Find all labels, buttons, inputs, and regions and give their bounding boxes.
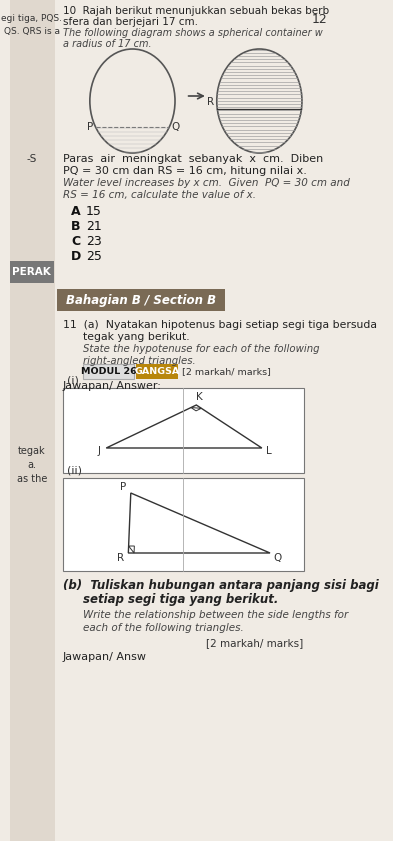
Text: a radius of 17 cm.: a radius of 17 cm. [63,39,151,49]
Text: tegak: tegak [18,446,46,456]
Text: State the hypotenuse for each of the following: State the hypotenuse for each of the fol… [83,344,320,354]
Text: as the: as the [17,474,47,484]
Text: egi tiga, PQS.: egi tiga, PQS. [1,13,62,23]
Bar [57,289,225,311]
Bar [9,261,54,283]
Text: 11  (a)  Nyatakan hipotenus bagi setiap segi tiga bersuda: 11 (a) Nyatakan hipotenus bagi setiap se… [63,320,377,330]
Text: Q: Q [273,553,281,563]
Bar [63,388,305,473]
Text: RS = 16 cm, calculate the value of x.: RS = 16 cm, calculate the value of x. [63,190,256,200]
Text: L: L [266,446,272,456]
Text: MODUL 26: MODUL 26 [81,367,136,376]
Text: (ii): (ii) [67,465,82,475]
Text: 23: 23 [86,235,101,247]
Text: R: R [207,97,214,107]
Text: (i): (i) [67,375,79,385]
Text: Jawapan/ Answer:: Jawapan/ Answer: [63,381,162,391]
Text: QS. QRS is a: QS. QRS is a [4,27,60,35]
Text: C: C [71,235,80,247]
Text: right-angled triangles.: right-angled triangles. [83,356,196,366]
Text: (b)  Tuliskan hubungan antara panjang sisi bagi: (b) Tuliskan hubungan antara panjang sis… [63,579,378,593]
Text: each of the following triangles.: each of the following triangles. [83,623,244,633]
Text: setiap segi tiga yang berikut.: setiap segi tiga yang berikut. [83,594,279,606]
Text: P: P [87,122,93,132]
Text: 25: 25 [86,250,102,262]
Bar [9,0,55,841]
Text: The following diagram shows a spherical container w: The following diagram shows a spherical … [63,28,323,38]
Text: Paras  air  meningkat  sebanyak  x  cm.  Diben: Paras air meningkat sebanyak x cm. Diben [63,154,323,164]
Text: 21: 21 [86,220,101,232]
Text: GANGSA: GANGSA [134,367,180,376]
Text: P: P [120,482,127,492]
Bar [63,478,305,571]
Bar [136,364,178,379]
Text: R: R [117,553,124,563]
Text: Q: Q [171,122,179,132]
Text: Jawapan/ Answ: Jawapan/ Answ [63,652,147,662]
Text: tegak yang berikut.: tegak yang berikut. [83,332,190,342]
Text: PERAK: PERAK [12,267,51,277]
Text: Bahagian B / Section B: Bahagian B / Section B [66,294,216,306]
Text: PQ = 30 cm dan RS = 16 cm, hitung nilai x.: PQ = 30 cm dan RS = 16 cm, hitung nilai … [63,166,307,176]
Text: [2 markah/ marks]: [2 markah/ marks] [182,367,271,376]
Bar [83,364,134,379]
Text: K: K [196,392,203,402]
Text: 12: 12 [311,13,327,25]
Text: Water level increases by x cm.  Given  PQ = 30 cm and: Water level increases by x cm. Given PQ … [63,178,350,188]
Text: 10  Rajah berikut menunjukkan sebuah bekas berb: 10 Rajah berikut menunjukkan sebuah beka… [63,6,329,16]
Text: a.: a. [27,460,36,470]
Text: -S: -S [26,154,37,164]
Text: Write the relationship between the side lengths for: Write the relationship between the side … [83,610,349,620]
Text: [2 markah/ marks]: [2 markah/ marks] [206,638,303,648]
Text: 15: 15 [86,204,102,218]
Text: B: B [71,220,81,232]
Text: A: A [71,204,81,218]
Text: sfera dan berjejari 17 cm.: sfera dan berjejari 17 cm. [63,17,198,27]
Text: J: J [97,446,100,456]
Text: D: D [71,250,81,262]
